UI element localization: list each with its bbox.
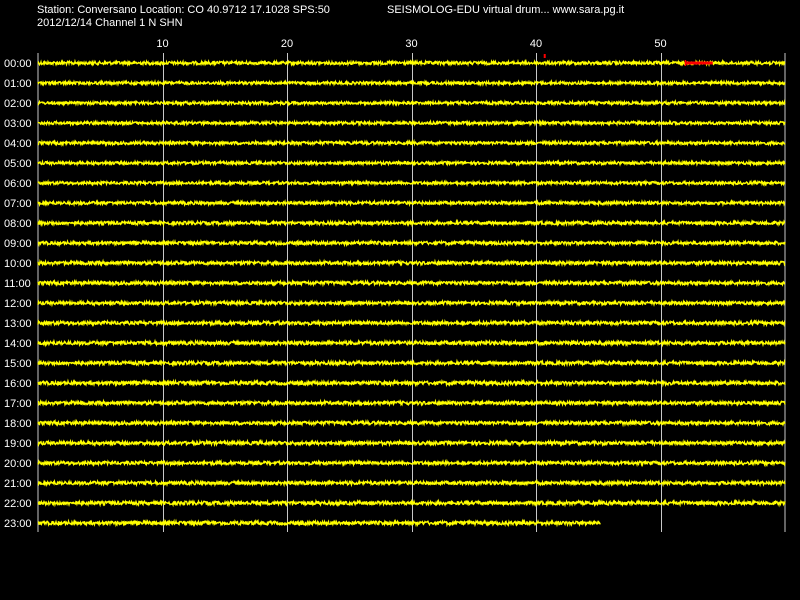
trace-2200 xyxy=(37,498,786,508)
row-label-1900: 19:00 xyxy=(4,438,32,450)
trace-0800 xyxy=(37,218,786,228)
traces xyxy=(37,58,786,528)
row-label-1100: 11:00 xyxy=(4,278,31,290)
row-label-1400: 14:00 xyxy=(4,338,32,350)
x-tick-label-20: 20 xyxy=(281,38,293,50)
trace-1500 xyxy=(37,358,786,368)
trace-1900 xyxy=(37,438,786,448)
grid-layer xyxy=(37,53,786,532)
trace-1600 xyxy=(37,378,786,388)
trace-0600 xyxy=(37,178,786,188)
row-label-1600: 16:00 xyxy=(4,378,32,390)
trace-1700 xyxy=(37,398,786,408)
trace-1100 xyxy=(37,278,786,288)
row-label-0500: 05:00 xyxy=(4,158,32,170)
row-label-1800: 18:00 xyxy=(4,418,32,430)
trace-1200 xyxy=(37,298,786,308)
row-label-2300: 23:00 xyxy=(4,518,32,530)
row-label-2000: 20:00 xyxy=(4,458,32,470)
x-tick-label-30: 30 xyxy=(405,38,417,50)
row-label-0100: 01:00 xyxy=(4,78,32,90)
row-label-1300: 13:00 xyxy=(4,318,32,330)
trace-0300 xyxy=(37,118,786,128)
app-title: SEISMOLOG-EDU virtual drum... www.sara.p… xyxy=(387,4,625,16)
trace-1300 xyxy=(37,318,786,328)
trace-0500 xyxy=(37,158,786,167)
row-label-2200: 22:00 xyxy=(4,498,32,510)
trace-2300 xyxy=(37,518,601,528)
trace-1400 xyxy=(37,338,786,348)
row-label-1700: 17:00 xyxy=(4,398,32,410)
x-tick-labels: 10 20 30 40 50 xyxy=(156,38,666,50)
row-label-1000: 10:00 xyxy=(4,258,32,270)
row-label-0200: 02:00 xyxy=(4,98,32,110)
row-label-1500: 15:00 xyxy=(4,358,32,370)
trace-0000 xyxy=(37,58,786,68)
row-label-0700: 07:00 xyxy=(4,198,32,210)
trace-0100 xyxy=(37,78,786,88)
row-label-0900: 09:00 xyxy=(4,238,32,250)
row-label-0600: 06:00 xyxy=(4,178,32,190)
x-tick-label-10: 10 xyxy=(156,38,168,50)
trace-2100 xyxy=(37,478,786,488)
event-markers xyxy=(543,54,713,66)
x-tick-label-50: 50 xyxy=(654,38,666,50)
row-label-2100: 21:00 xyxy=(4,478,32,490)
trace-2000 xyxy=(37,458,786,468)
row-label-1200: 12:00 xyxy=(4,298,32,310)
date-channel-info: 2012/12/14 Channel 1 N SHN xyxy=(37,17,183,29)
row-label-0400: 04:00 xyxy=(4,138,32,150)
row-labels: 00:00 01:00 02:00 03:00 04:00 05:00 06:00 07:00… xyxy=(4,58,32,530)
row-label-0000: 00:00 xyxy=(4,58,32,70)
row-label-0800: 08:00 xyxy=(4,218,32,230)
station-info: Station: Conversano Location: CO 40.9712… xyxy=(37,4,330,16)
trace-0200 xyxy=(37,98,786,108)
row-label-0300: 03:00 xyxy=(4,118,32,130)
trace-1000 xyxy=(37,258,786,268)
trace-0900 xyxy=(37,238,786,248)
trace-0400 xyxy=(37,138,786,148)
trace-0700 xyxy=(37,198,786,208)
x-tick-label-40: 40 xyxy=(530,38,542,50)
trace-1800 xyxy=(37,418,786,428)
